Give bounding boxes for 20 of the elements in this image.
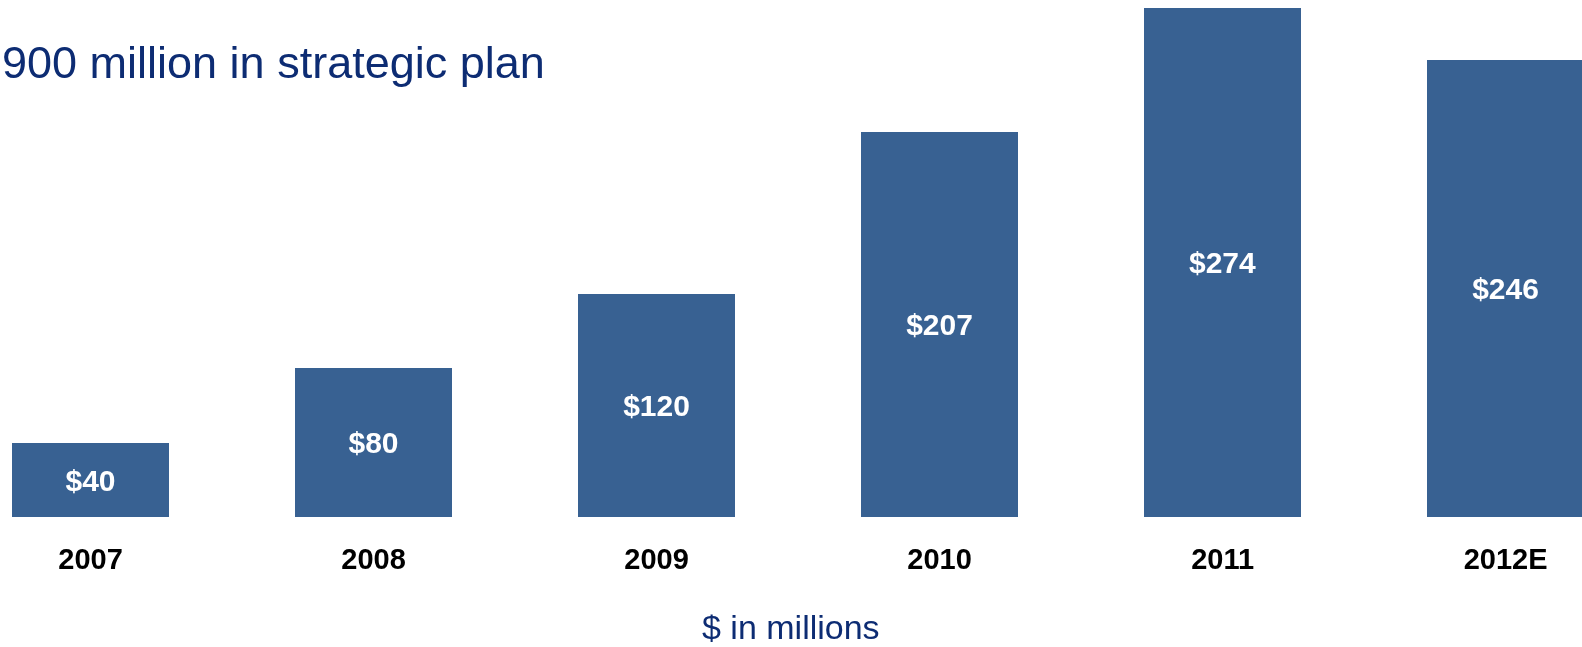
bar: [295, 368, 452, 517]
x-tick-label: 2011: [1191, 543, 1255, 575]
x-tick-label: 2008: [341, 543, 406, 575]
text: 900 million in strategic plan: [2, 37, 545, 88]
x-tick-label: 2007: [58, 543, 123, 575]
bar: [1144, 8, 1301, 517]
bar: [861, 132, 1018, 517]
data-label: $120: [623, 389, 690, 422]
data-label: $246: [1472, 272, 1539, 305]
data-label: $40: [65, 463, 116, 497]
x-tick-label: 2012E: [1463, 543, 1548, 575]
data-label: $80: [348, 426, 399, 459]
x-tick-label: 2010: [907, 543, 972, 575]
data-label: $207: [906, 308, 973, 341]
x-axis-title: $ in millions: [702, 608, 880, 646]
data-label: $274: [1188, 246, 1257, 279]
bar: [578, 294, 735, 517]
x-tick-label: 2009: [624, 543, 689, 575]
bar: [12, 443, 169, 517]
bar: [1427, 60, 1582, 517]
